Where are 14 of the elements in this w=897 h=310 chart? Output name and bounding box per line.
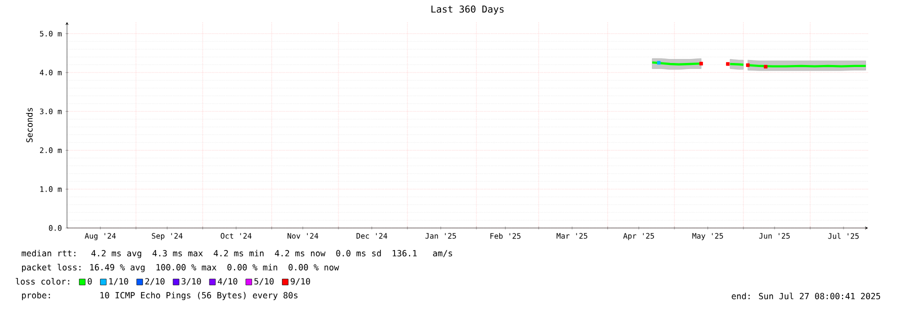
- text: end: Sun Jul 27 08:00:41 2025: [732, 292, 880, 300]
- text: probe: 10 ICMP Echo Pings (56 Bytes) every 80s: [22, 292, 298, 300]
- y-axis-title: Seconds: [26, 108, 33, 142]
- text: median rtt: 4.2 ms avg 4.3 ms max 4.2 ms min 4.2 ms now 0.0 ms sd 136.1 am/s: [22, 250, 452, 258]
- legend-label: 0: [88, 278, 92, 285]
- legend-title: loss color:: [16, 278, 70, 285]
- chart-title: Last 360 Days: [431, 6, 504, 14]
- legend-label: 3/10: [182, 278, 201, 286]
- legend-label: 5/10: [254, 278, 274, 286]
- text: packet loss: 16.49 % avg 100.00 % max 0.00 % min 0.00 % now: [22, 264, 340, 272]
- legend-label: 1/10: [109, 278, 128, 286]
- legend-label: 9/10: [290, 278, 310, 286]
- legend-label: 2/10: [145, 278, 165, 286]
- legend-label: 4/10: [218, 278, 238, 286]
